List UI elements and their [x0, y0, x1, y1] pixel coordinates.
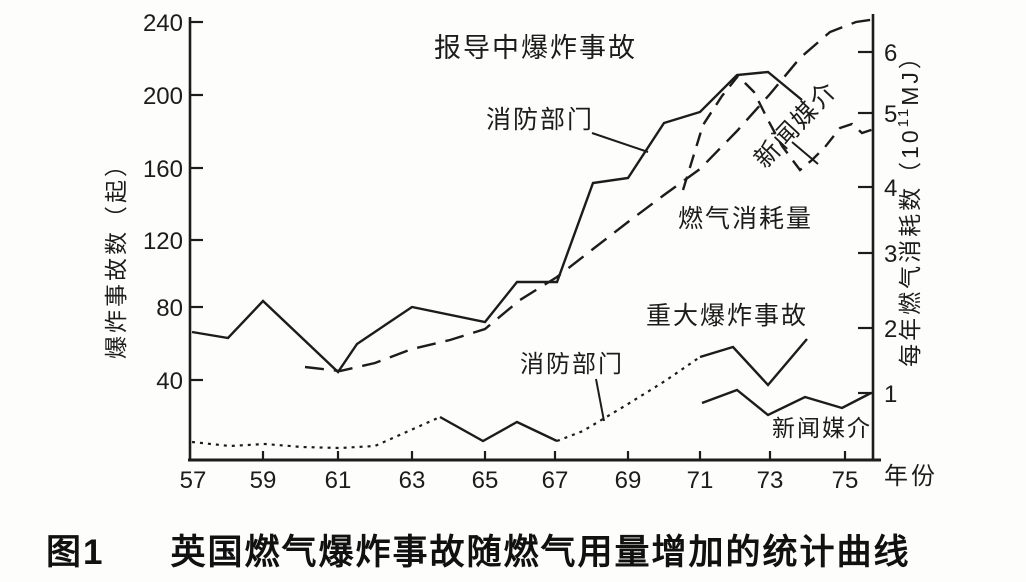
x-tick-marks: [261, 451, 847, 460]
label-fire-brigade-upper: 消防部门: [486, 106, 594, 134]
x-tick-67: 67: [542, 467, 569, 494]
x-tick-75: 75: [832, 467, 859, 494]
left-tick-200: 200: [143, 83, 183, 110]
figure-number: 图1: [46, 532, 105, 572]
right-axis-title-main: 每年燃气消耗数（10: [897, 127, 923, 367]
right-axis-title-superscript: 11: [895, 106, 912, 128]
left-tick-80: 80: [156, 295, 183, 322]
label-fire-brigade-lower: 消防部门: [520, 351, 624, 378]
right-tick-3: 3: [884, 241, 897, 268]
right-tick-2: 2: [884, 316, 897, 343]
right-tick-6: 6: [884, 40, 897, 67]
left-axis-title: 爆炸事故数（起）: [103, 151, 129, 359]
left-tick-labels: 240 200 160 120 80 40: [143, 10, 183, 395]
curves: [191, 17, 877, 450]
x-tick-59: 59: [250, 467, 277, 494]
label-news-media-lower: 新闻媒介: [772, 415, 872, 441]
right-tick-marks: [858, 50, 873, 395]
right-axis-title-unit: MJ）: [897, 43, 923, 106]
x-tick-65: 65: [472, 467, 499, 494]
left-tick-120: 120: [143, 228, 183, 255]
x-tick-63: 63: [399, 467, 426, 494]
x-tick-69: 69: [615, 467, 642, 494]
right-tick-5: 5: [884, 101, 897, 128]
label-reported-explosions: 报导中爆炸事故: [434, 33, 637, 63]
axes: [188, 14, 881, 462]
left-tick-40: 40: [156, 368, 183, 395]
curve-reported-news-media: [681, 74, 875, 191]
x-tick-61: 61: [325, 467, 352, 494]
curve-major-fire-dotted-1: [191, 415, 441, 450]
chart-canvas: 240 200 160 120 80 40 6 5 4 3 2 1 57 59 …: [103, 10, 938, 494]
leader-news-upper: [791, 141, 819, 165]
label-news-media-upper: 新闻媒介: [749, 75, 843, 173]
x-tick-labels: 57 59 61 63 65 67 69 71 73 75: [180, 467, 859, 494]
curve-major-news-media: [701, 388, 872, 417]
right-tick-4: 4: [884, 175, 897, 202]
label-major-explosions: 重大爆炸事故: [646, 302, 808, 330]
curve-major-fire-solid-1: [439, 415, 558, 443]
curve-major-fire-dotted-2: [556, 356, 701, 443]
curve-reported-fire-brigade: [191, 70, 803, 374]
x-tick-71: 71: [687, 467, 714, 494]
right-axis-title: 每年燃气消耗数（1011MJ）: [895, 43, 923, 367]
x-axis-unit-label: 年份: [884, 463, 938, 490]
x-tick-57: 57: [180, 467, 207, 494]
left-tick-240: 240: [143, 10, 183, 37]
left-tick-160: 160: [143, 156, 183, 183]
label-gas-consumption: 燃气消耗量: [678, 205, 813, 233]
left-tick-marks: [190, 20, 203, 382]
curve-major-fire-solid-2: [699, 338, 808, 387]
right-tick-labels: 6 5 4 3 2 1: [884, 40, 897, 408]
leader-fire-upper: [591, 132, 649, 153]
curve-gas-consumption: [304, 17, 877, 373]
figure-caption: 图1 英国燃气爆炸事故随燃气用量增加的统计曲线: [0, 524, 1026, 574]
x-tick-73: 73: [757, 467, 784, 494]
leader-fire-lower: [595, 378, 605, 422]
right-tick-1: 1: [884, 381, 897, 408]
figure-title: 英国燃气爆炸事故随燃气用量增加的统计曲线: [170, 532, 911, 572]
leader-lines: [591, 132, 819, 422]
